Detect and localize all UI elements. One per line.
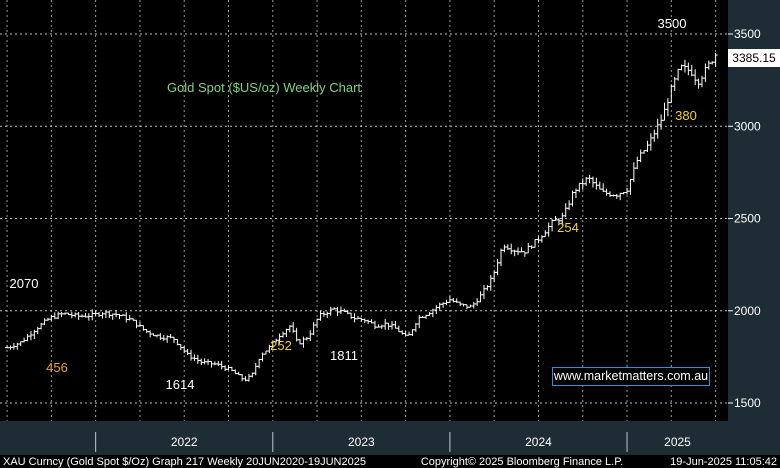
website-link[interactable]: www.marketmatters.com.au [552,367,710,386]
current-price-box: 3385.15 [728,49,780,67]
x-tick-label: 2025 [664,435,691,449]
y-tick-label: 1500 [734,396,761,410]
x-tick-label: 2022 [171,435,198,449]
annotations: 2070 456 1614 252 1811 254 3500 380 [10,16,697,392]
price-series [5,52,718,382]
current-price-label: 3385.15 [732,51,776,65]
chart-grid [0,0,728,421]
annotation-label: 1614 [166,377,195,392]
y-tick-label: 2500 [734,212,761,226]
x-axis: 2022 2023 2024 2025 [0,421,780,468]
annotation-label: 2070 [10,276,39,291]
annotation-label: 380 [675,108,697,123]
footer-left: XAU Curncy (Gold Spot $/Oz) Graph 217 We… [3,456,366,468]
price-box-bg [728,49,780,67]
footer-band [0,455,780,468]
chart-title: Gold Spot ($US/oz) Weekly Chart [167,80,361,95]
x-axis-band [0,421,780,455]
annotation-label: 1811 [330,348,358,363]
footer-middle: Copyright© 2025 Bloomberg Finance L.P. [421,456,623,468]
annotation-label: 252 [270,338,292,353]
x-tick-label: 2023 [348,435,375,449]
y-tick-label: 2000 [734,304,761,318]
x-tick-label: 2024 [525,435,552,449]
y-tick-label: 3000 [734,119,761,133]
y-axis-band [728,0,780,421]
annotation-label: 254 [557,220,579,235]
y-tick-label: 3500 [734,27,761,41]
y-axis: 1500 2000 2500 3000 3500 [728,0,780,421]
footer-right: 19-Jun-2025 11:05:42 [670,456,777,468]
annotation-label: 456 [46,360,68,375]
annotation-label: 3500 [658,16,687,31]
